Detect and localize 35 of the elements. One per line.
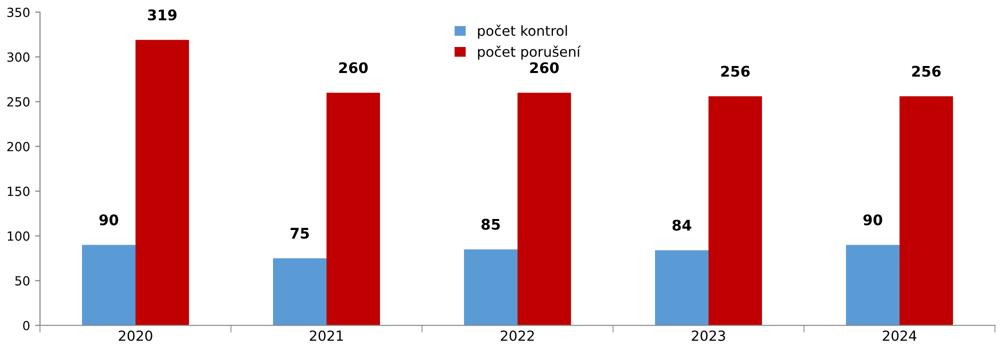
y-tick-label: 200 — [7, 142, 30, 152]
x-tick-label: 2020 — [118, 330, 152, 341]
x-tick-label: 2024 — [882, 330, 916, 341]
bar — [518, 92, 571, 326]
y-tick-label: 250 — [7, 97, 30, 107]
data-label: 256 — [721, 66, 750, 77]
data-label: 75 — [290, 228, 309, 239]
bar — [273, 258, 326, 326]
data-label: 90 — [99, 214, 118, 226]
y-tick-label: 100 — [8, 231, 30, 241]
y-tick-label: 350 — [7, 8, 30, 18]
data-label: 319 — [148, 9, 177, 20]
legend-label: počet kontrol — [478, 24, 567, 39]
y-tick-label: 50 — [15, 276, 30, 286]
x-tick-label: 2022 — [500, 330, 534, 341]
x-tick-label: 2021 — [310, 330, 343, 341]
bar — [846, 244, 900, 326]
data-label: 260 — [530, 62, 559, 74]
data-label: 90 — [863, 214, 882, 226]
data-label: 260 — [339, 62, 368, 74]
bar — [82, 244, 136, 326]
bar — [136, 40, 189, 326]
bar — [464, 249, 518, 326]
data-label: 256 — [912, 66, 941, 77]
y-tick-label: 150 — [8, 186, 30, 196]
bar — [900, 96, 953, 326]
legend-label: počet porušení — [478, 46, 581, 60]
data-label: 85 — [482, 218, 500, 230]
data-label: 84 — [672, 220, 692, 231]
bar — [655, 250, 708, 326]
bar — [708, 96, 762, 326]
y-tick-label: 300 — [7, 52, 30, 62]
x-tick-label: 2023 — [692, 330, 726, 341]
bar — [326, 92, 380, 326]
y-tick-label: 0 — [23, 320, 30, 330]
